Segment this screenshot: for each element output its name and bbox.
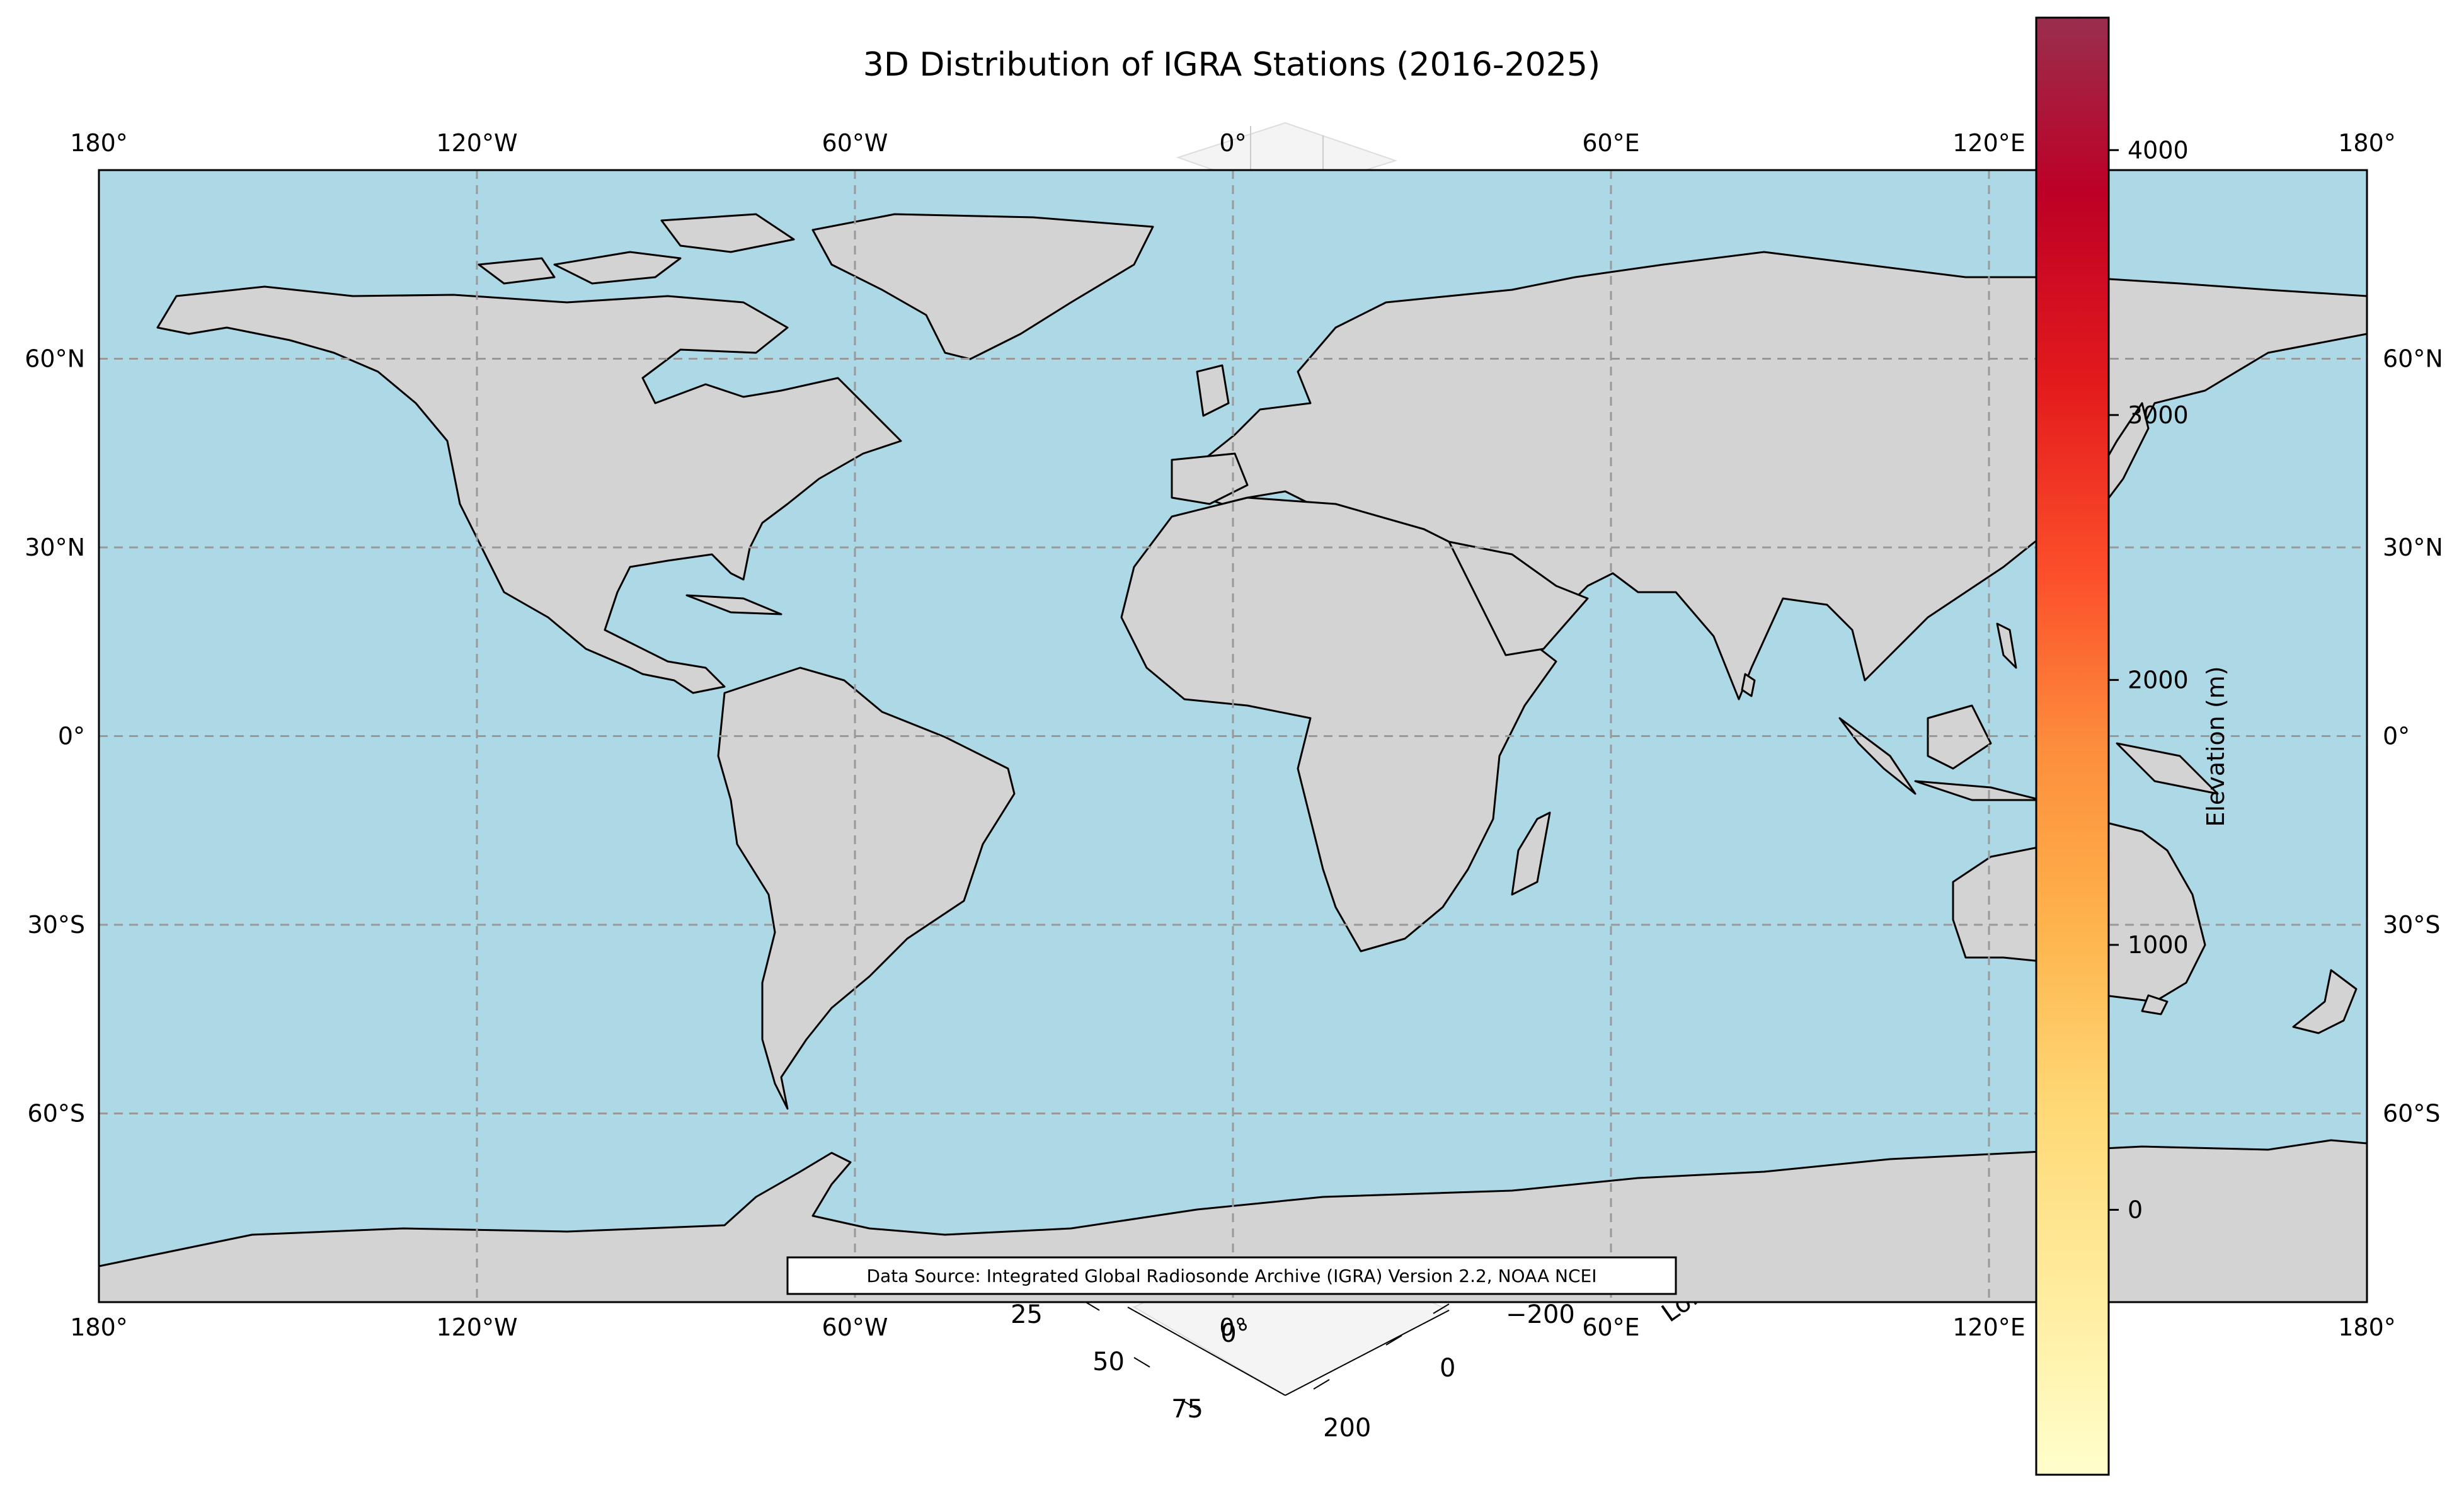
colorbar-tick-label: 3000 <box>2128 401 2189 429</box>
lon-ticks-bottom: 180° 120°W 60°W 0° 60°E 120°E 180° <box>70 1313 2396 1341</box>
lon-tick-label-bottom: 120°E <box>1952 1313 2026 1341</box>
lat-tick-label-right: 30°S <box>2383 911 2440 939</box>
lon-tick-label-top: 60°E <box>1582 129 1639 157</box>
lon-tick-label-top: 180° <box>70 129 128 157</box>
chart-title: 3D Distribution of IGRA Stations (2016-2… <box>863 46 1600 84</box>
lon3d-tick-200: 200 <box>1323 1414 1371 1443</box>
lon-tick-label-top: 120°E <box>1952 129 2026 157</box>
lat-tick-label-right: 0° <box>2383 723 2410 750</box>
lat-ticks-right: 60°N 30°N 0° 30°S 60°S <box>2383 345 2443 1128</box>
lon-ticks-top: 180° 120°W 60°W 0° 60°E 120°E 180° <box>70 129 2396 157</box>
lat-tick-label-left: 0° <box>58 723 85 750</box>
lat-tick-label-left: 60°N <box>25 345 85 373</box>
colorbar-tick-label: 4000 <box>2128 136 2189 164</box>
depth-tick-25: 25 <box>1011 1300 1043 1329</box>
colorbar-ticks: 0 1000 2000 3000 4000 <box>2109 136 2189 1223</box>
lon-tick-label-top: 120°W <box>436 129 517 157</box>
lon-tick-label-bottom: 0° <box>1219 1313 1246 1341</box>
colorbar-label: Elevation (m) <box>2202 666 2230 827</box>
lon3d-tick-neg200: −200 <box>1506 1300 1575 1329</box>
lat-tick-label-right: 60°N <box>2383 345 2443 373</box>
lon-tick-label-top: 180° <box>2338 129 2396 157</box>
source-note: Data Source: Integrated Global Radiosond… <box>786 1256 1677 1295</box>
colorbar-tick-label: 1000 <box>2128 931 2189 959</box>
zero-tick: 0° <box>1220 1319 1249 1348</box>
lon-tick-label-bottom: 120°W <box>436 1313 517 1341</box>
depth-tick-50: 50 <box>1092 1347 1125 1376</box>
lon-tick-label-top: 60°W <box>822 129 888 157</box>
colorbar: 0 1000 2000 3000 4000 Elevation (m) <box>2035 16 2230 1476</box>
lat-tick-label-left: 30°S <box>28 911 85 939</box>
map-frame <box>98 169 2368 1303</box>
lon3d-tick-0: 0 <box>1440 1354 1455 1383</box>
colorbar-tick-label: 2000 <box>2128 666 2189 694</box>
map-panel: 180° 120°W 60°W 0° 60°E 120°E 180° 180° 120°W 60… <box>25 129 2443 1341</box>
lat-tick-label-left: 30°N <box>25 534 85 561</box>
lat-tick-label-right: 60°S <box>2383 1100 2440 1128</box>
gridlines <box>99 170 2367 1302</box>
lon-tick-label-bottom: 60°E <box>1582 1313 1639 1341</box>
colorbar-tick-label: 0 <box>2128 1196 2143 1223</box>
lat-tick-label-left: 60°S <box>28 1100 85 1128</box>
lon-tick-label-bottom: 60°W <box>822 1313 888 1341</box>
lon-tick-label-top: 0° <box>1219 129 1246 157</box>
lon-tick-label-bottom: 180° <box>2338 1313 2396 1341</box>
source-note-text: Data Source: Integrated Global Radiosond… <box>866 1266 1596 1286</box>
depth-tick-75: 75 <box>1171 1395 1203 1424</box>
lat-ticks-left: 60°N 30°N 0° 30°S 60°S <box>25 345 85 1128</box>
lat-tick-label-right: 30°N <box>2383 534 2443 561</box>
colorbar-gradient <box>2035 16 2110 1476</box>
lon-tick-label-bottom: 180° <box>70 1313 128 1341</box>
